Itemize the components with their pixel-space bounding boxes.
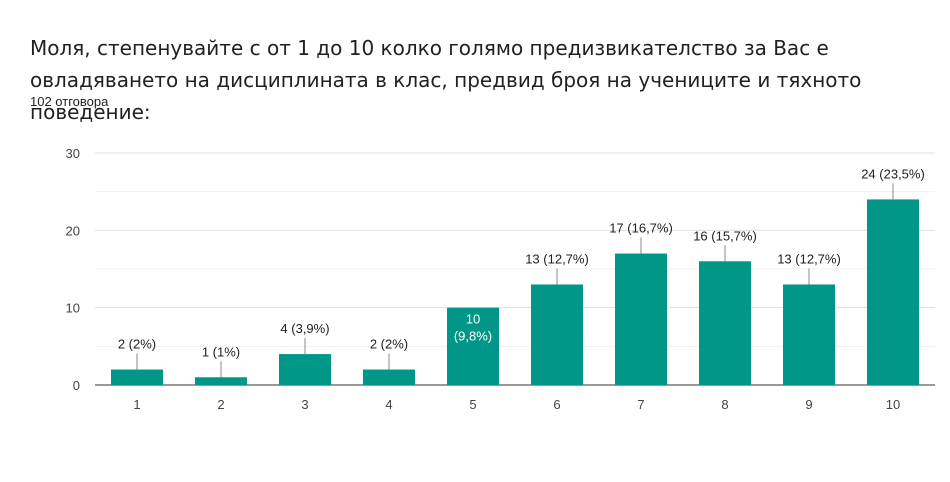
y-tick-label: 0 bbox=[73, 378, 80, 393]
x-tick-label: 10 bbox=[886, 397, 900, 412]
data-label: 2 (2%) bbox=[118, 337, 156, 352]
bar[interactable] bbox=[195, 377, 247, 385]
x-tick-label: 9 bbox=[805, 397, 812, 412]
y-tick-label: 20 bbox=[66, 223, 80, 238]
bar[interactable] bbox=[111, 369, 163, 385]
y-tick-label: 10 bbox=[66, 301, 80, 316]
bar[interactable] bbox=[783, 284, 835, 385]
data-label: 16 (15,7%) bbox=[693, 228, 757, 243]
data-label: 10 (9,8%) bbox=[454, 312, 492, 344]
data-label: 24 (23,5%) bbox=[861, 166, 925, 181]
response-count: 102 отговора bbox=[30, 94, 109, 109]
y-tick-label: 30 bbox=[66, 146, 80, 161]
data-label: 13 (12,7%) bbox=[777, 251, 841, 266]
data-label: 2 (2%) bbox=[370, 337, 408, 352]
x-tick-label: 5 bbox=[469, 397, 476, 412]
x-tick-label: 4 bbox=[385, 397, 392, 412]
bar[interactable] bbox=[615, 253, 667, 385]
x-tick-label: 7 bbox=[637, 397, 644, 412]
data-label: 4 (3,9%) bbox=[280, 321, 329, 336]
question-title: Моля, степенувайте с от 1 до 10 колко го… bbox=[30, 36, 862, 124]
data-label: 1 (1%) bbox=[202, 344, 240, 359]
x-tick-label: 3 bbox=[301, 397, 308, 412]
bar[interactable] bbox=[279, 354, 331, 385]
bar[interactable] bbox=[699, 261, 751, 385]
x-tick-label: 8 bbox=[721, 397, 728, 412]
data-label: 17 (16,7%) bbox=[609, 221, 673, 236]
bar[interactable] bbox=[363, 369, 415, 385]
x-tick-label: 1 bbox=[133, 397, 140, 412]
x-tick-label: 2 bbox=[217, 397, 224, 412]
bar[interactable] bbox=[531, 284, 583, 385]
x-tick-label: 6 bbox=[553, 397, 560, 412]
bar[interactable] bbox=[447, 307, 499, 385]
data-label: 13 (12,7%) bbox=[525, 251, 589, 266]
bar[interactable] bbox=[867, 199, 919, 385]
